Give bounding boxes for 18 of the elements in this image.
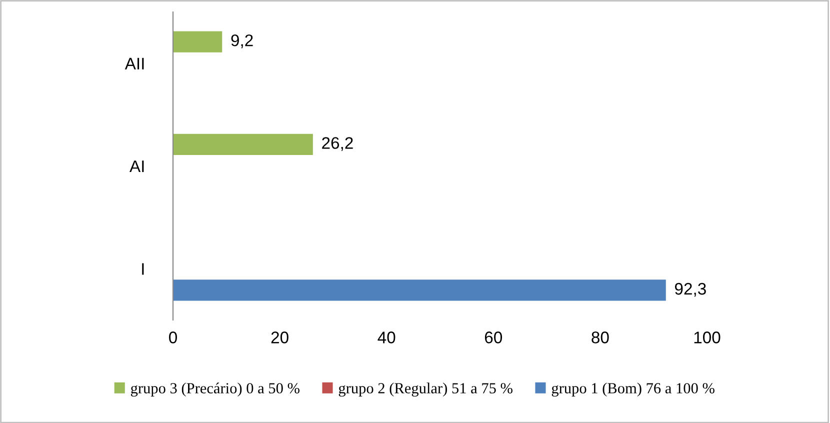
bar (173, 31, 222, 52)
x-tick-label: 40 (378, 332, 396, 344)
x-tick-label: 100 (694, 332, 720, 344)
legend-label: grupo 2 (Regular) 51 a 75 % (338, 382, 512, 397)
bar (173, 134, 313, 156)
legend-label: grupo 1 (Bom) 76 a 100 % (552, 382, 714, 397)
data-label: 9,2 (231, 34, 253, 48)
legend-label: grupo 3 (Precário) 0 a 50 % (130, 382, 300, 397)
x-tick-label: 20 (271, 332, 288, 344)
bar (173, 280, 666, 301)
data-label: 26,2 (322, 137, 353, 151)
data-label: 92,3 (674, 282, 706, 297)
x-tick-label: 60 (484, 332, 502, 344)
y-tick-label: AII (124, 58, 144, 70)
y-tick-label: I (142, 263, 144, 275)
x-tick-label: 0 (169, 332, 177, 344)
y-tick-label: AI (130, 160, 144, 172)
x-tick-label: 80 (592, 332, 609, 344)
